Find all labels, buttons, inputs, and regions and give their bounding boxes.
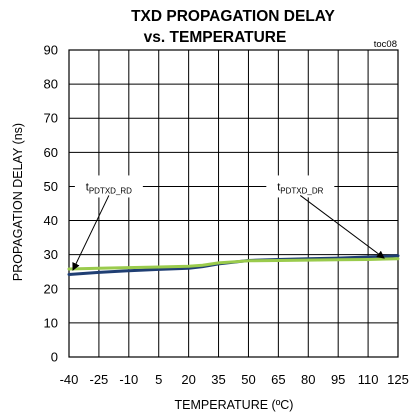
y-tick-label: 20 [44, 281, 58, 296]
y-tick-label: 40 [44, 213, 58, 228]
x-tick-label: 80 [301, 372, 315, 387]
y-tick-label: 50 [44, 179, 58, 194]
x-tick-label: -10 [119, 372, 138, 387]
chart-title-line2: vs. TEMPERATURE [144, 29, 287, 46]
plot-frame [68, 49, 399, 358]
annotation-arrow-0 [72, 195, 110, 271]
y-tick-label: 60 [44, 145, 58, 160]
y-tick-label: 70 [44, 111, 58, 126]
y-axis-label: PROPAGATION DELAY (ns) [11, 123, 25, 281]
x-axis-label: TEMPERATURE (ºC) [175, 398, 294, 412]
x-tick-label: 110 [358, 372, 379, 387]
chart-title-line1: TXD PROPAGATION DELAY [131, 8, 335, 25]
annotation-label-0: tPDTXD_RD [86, 181, 132, 195]
x-tick-label: -40 [60, 372, 79, 387]
x-tick-label: 50 [241, 372, 255, 387]
y-tick-label: 10 [44, 315, 58, 330]
annotation-arrow-1 [299, 195, 385, 259]
x-tick-label: 5 [155, 372, 162, 387]
chart-code: toc08 [374, 39, 397, 50]
annotation-label-1: tPDTXD_DR [277, 181, 323, 195]
x-tick-label: 20 [181, 372, 195, 387]
x-tick-label: 95 [331, 372, 345, 387]
x-tick-label: -25 [90, 372, 109, 387]
annotation-box-1 [266, 175, 335, 198]
x-tick-label: 125 [387, 372, 409, 387]
annotation-box-0 [74, 175, 143, 198]
x-tick-label: 65 [271, 372, 285, 387]
x-tick-label: 35 [211, 372, 225, 387]
y-tick-label: 90 [44, 43, 58, 58]
y-tick-label: 80 [44, 77, 58, 92]
y-tick-label: 30 [44, 247, 58, 262]
y-tick-label: 0 [51, 350, 58, 365]
series-line-1 [67, 257, 400, 271]
plot-area: -40 -25 -10 5 20 35 50 65 80 95 110 125 0 10 20 30 40 50 6… [44, 43, 409, 388]
